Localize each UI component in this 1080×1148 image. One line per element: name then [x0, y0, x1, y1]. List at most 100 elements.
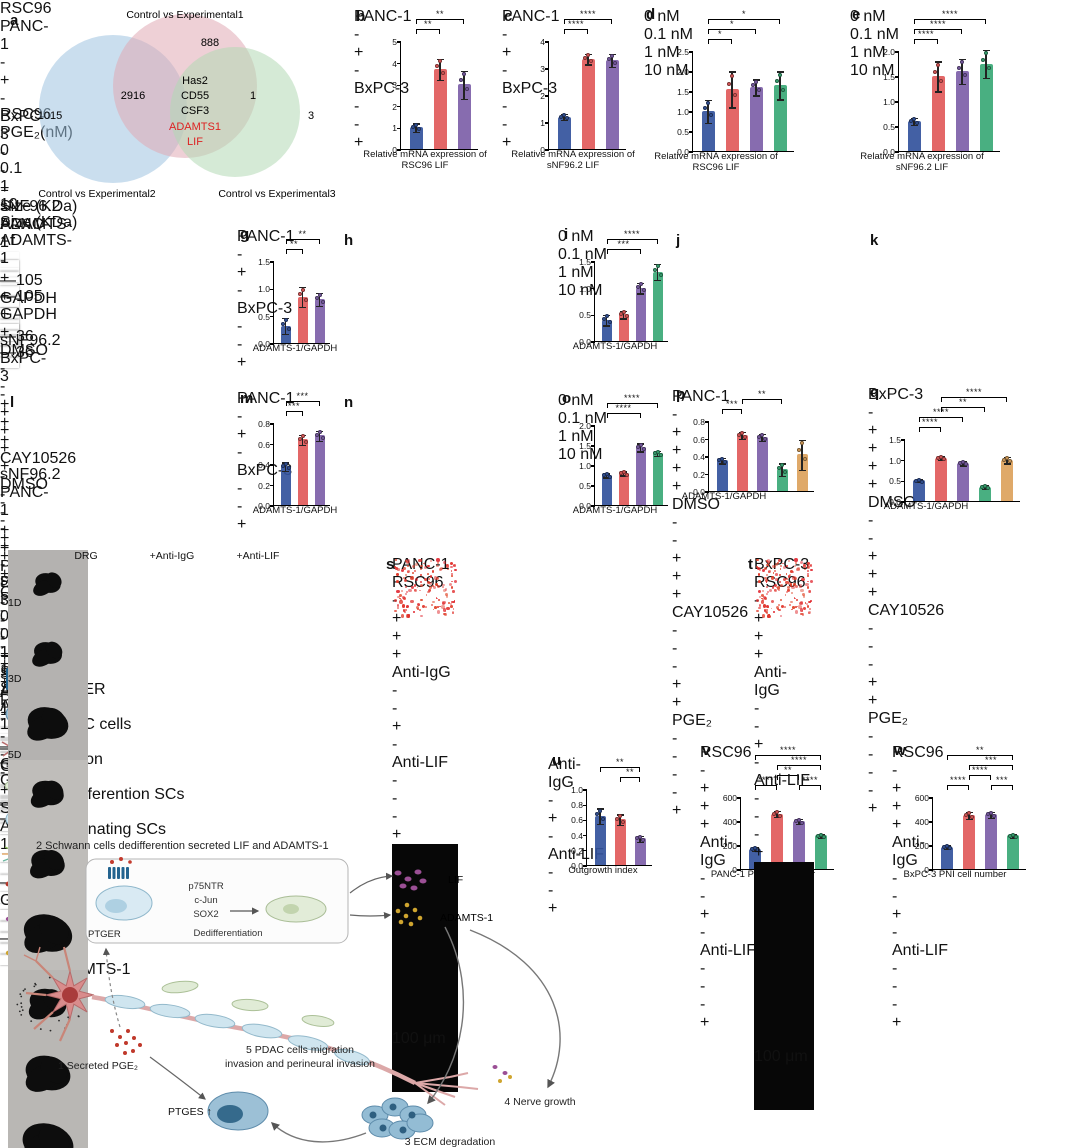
y-tick-label: 0.8	[258, 419, 270, 429]
migrated-cell-dot	[436, 565, 439, 568]
y-tick-label: 400	[914, 817, 929, 827]
data-point	[781, 87, 785, 92]
data-point	[942, 457, 946, 461]
sig-label: ***	[617, 239, 630, 249]
migrated-cell-dot	[452, 589, 455, 593]
migrated-cell-dot	[448, 582, 453, 587]
y-axis-label: ADAMTS-1/GAPDH	[572, 505, 658, 516]
bar	[297, 439, 308, 505]
condition-sign: +	[754, 844, 764, 861]
myelin-segments	[104, 994, 370, 1066]
sig-bracket: **	[600, 757, 640, 772]
data-point	[961, 460, 965, 465]
venn-gene-lif: LIF	[187, 136, 203, 148]
migrated-cell-dot	[793, 583, 796, 586]
data-point	[438, 59, 442, 64]
y-tick-label: 0.0	[579, 337, 591, 347]
plot-area: 0.0 0.5 1.0 1.5 *** ****	[579, 229, 668, 347]
migrated-cell-dot	[401, 604, 405, 608]
y-tick-label: 0.0	[579, 501, 591, 511]
x-sign: +	[502, 134, 512, 151]
y-tick-mark	[591, 341, 595, 343]
migrated-cell-dot	[766, 609, 768, 612]
y-tick-mark	[397, 41, 401, 43]
x-sign: -	[548, 792, 554, 809]
migrated-cell-dot	[438, 605, 441, 608]
y-tick-label: 0.8	[571, 800, 583, 811]
migrated-cell-dot	[766, 563, 769, 567]
x-sign: -	[892, 924, 898, 941]
data-point	[1005, 456, 1009, 461]
condition-sign: -	[754, 826, 760, 843]
blot-row-label: BxPC-3	[0, 108, 47, 143]
data-point	[300, 434, 305, 439]
x-sign: -	[892, 996, 898, 1013]
bar	[815, 835, 827, 869]
y-tick-label: 4	[392, 58, 397, 69]
y-tick-mark	[545, 68, 549, 70]
x-sign: +	[892, 1014, 902, 1031]
blot-lane-sign: -	[0, 630, 6, 647]
migrated-cell-dot	[807, 570, 809, 572]
migrated-cell-dot	[397, 596, 400, 599]
migrated-cell-dot	[789, 585, 793, 588]
scale-label: 100 μm	[754, 1048, 808, 1065]
migrated-cell-dot	[799, 608, 804, 612]
x-row-label: DMSO	[672, 496, 720, 513]
sig-label: **	[423, 19, 432, 29]
migrated-cell-dot	[436, 558, 440, 562]
blot-lane-sign: 0	[0, 142, 9, 159]
migrated-cell-dot	[405, 604, 409, 608]
x-sign: +	[892, 780, 902, 797]
x-category-text: 10 nM	[558, 446, 603, 463]
x-row-label: BxPC-3	[502, 80, 558, 97]
x-row-label: RSC96	[892, 744, 944, 761]
migrated-cell-dot	[426, 580, 430, 584]
schwann-cell-nucleus	[105, 899, 127, 913]
x-sign: +	[672, 442, 682, 459]
error-bar	[721, 458, 723, 464]
x-sign: -	[892, 870, 898, 887]
error-cap-bottom	[436, 80, 444, 82]
data-point	[297, 436, 302, 441]
data-point	[607, 474, 612, 479]
migrated-cell-dot	[412, 564, 416, 568]
migrated-cell-dot	[405, 593, 408, 595]
error-cap-bottom	[704, 122, 712, 124]
bar	[601, 319, 612, 341]
x-sign: +	[502, 44, 512, 61]
x-sign: +	[700, 1014, 710, 1031]
blot-lane-sign: -	[0, 252, 6, 269]
data-point	[598, 808, 602, 813]
panel-label-q: q	[870, 384, 880, 401]
blot-row-label: DMSO	[0, 476, 48, 493]
x-row-label: Anti-LIF	[892, 942, 949, 959]
y-tick-mark	[737, 821, 741, 823]
step5-text-line2: invasion and perineural invasion	[225, 1058, 375, 1070]
x-sign: -	[502, 62, 508, 79]
migrated-cell-dot	[419, 580, 422, 584]
sig-label: ****	[971, 765, 988, 775]
blot-cellline-title: sNF96.2	[0, 198, 61, 215]
data-point	[314, 432, 319, 437]
condition-row-label: Anti-LIF	[754, 772, 811, 789]
migrated-cell-dot	[420, 568, 423, 571]
y-tick-mark	[545, 41, 549, 43]
venn-gene-csf3: CSF3	[181, 105, 209, 117]
sig-label: ****	[949, 775, 966, 785]
sig-label: **	[625, 767, 634, 777]
migrated-cell-dot	[439, 567, 443, 570]
migrated-cell-dot	[424, 566, 428, 570]
migrated-cell-dot	[435, 583, 438, 586]
migrated-cell-dot	[805, 582, 809, 587]
sig-bracket: ***	[991, 775, 1013, 790]
error-bar	[781, 464, 783, 477]
migrated-cell-dot	[406, 564, 409, 567]
bar	[793, 821, 805, 869]
sig-label: ****	[623, 229, 640, 239]
plot-area: 0.0 0.5 1.0 1.5 **** **** ** ****	[889, 387, 1020, 507]
y-tick-mark	[705, 491, 709, 493]
y-tick-label: 0.5	[883, 122, 895, 132]
y-tick-label: 0	[540, 145, 545, 155]
data-point	[751, 83, 755, 88]
